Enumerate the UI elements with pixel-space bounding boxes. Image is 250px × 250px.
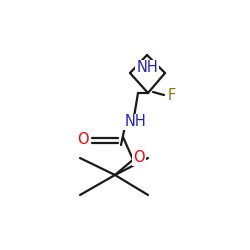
Text: O: O xyxy=(133,150,145,166)
Text: F: F xyxy=(168,88,176,104)
Text: NH: NH xyxy=(136,60,158,76)
Text: O: O xyxy=(77,132,89,148)
Text: NH: NH xyxy=(124,114,146,130)
